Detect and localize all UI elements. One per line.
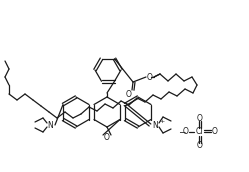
Text: N: N (152, 121, 158, 130)
Text: O: O (212, 126, 218, 136)
Text: N: N (47, 121, 53, 130)
Text: +: + (159, 119, 165, 123)
Text: −: − (178, 127, 186, 137)
Text: O: O (126, 89, 132, 99)
Text: O: O (104, 133, 110, 142)
Text: Cl: Cl (195, 127, 203, 137)
Text: O: O (147, 73, 153, 82)
Text: O: O (197, 142, 203, 150)
Text: O: O (183, 127, 189, 137)
Text: O: O (197, 114, 203, 122)
